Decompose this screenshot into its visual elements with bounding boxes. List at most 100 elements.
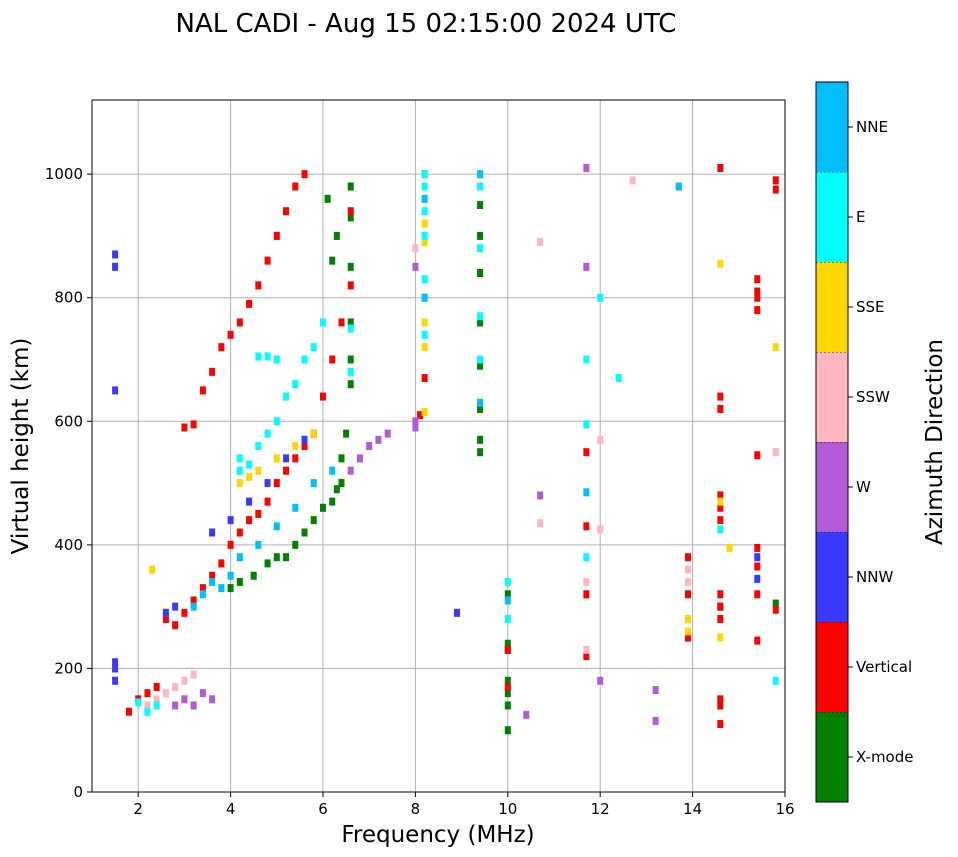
data-point (162, 615, 169, 623)
data-point (477, 269, 484, 277)
data-point (717, 602, 724, 611)
data-point (283, 392, 290, 401)
series-ssw (144, 176, 779, 710)
data-point (236, 479, 243, 488)
data-point (199, 584, 206, 593)
data-point (597, 293, 604, 302)
data-point (199, 386, 206, 395)
data-point (537, 238, 544, 247)
data-point (264, 559, 271, 568)
data-point (684, 590, 691, 599)
data-point (772, 176, 779, 185)
data-point (717, 392, 724, 401)
data-point (615, 374, 622, 383)
data-point (181, 676, 188, 685)
data-point (754, 562, 761, 571)
series-nne (190, 170, 682, 611)
data-point (209, 367, 216, 376)
data-point (112, 676, 119, 685)
data-point (583, 448, 590, 457)
data-point (320, 503, 326, 512)
y-tick-label: 400 (54, 536, 83, 554)
data-point (717, 503, 724, 512)
x-tick-label: 8 (411, 800, 421, 818)
data-point (273, 479, 280, 488)
data-point (347, 466, 354, 475)
data-point (255, 352, 262, 361)
x-axis-label: Frequency (MHz) (341, 822, 534, 848)
data-point (162, 689, 169, 698)
data-point (227, 516, 234, 525)
data-point (153, 695, 160, 704)
data-point (264, 479, 271, 488)
data-point (236, 528, 243, 537)
data-point (421, 219, 428, 228)
data-point (652, 716, 659, 725)
data-point (236, 466, 243, 475)
data-point (684, 627, 691, 636)
data-point (125, 707, 132, 716)
x-tick-label: 6 (318, 800, 328, 818)
data-point (301, 528, 308, 537)
colorbar-swatch-nnw (816, 532, 848, 622)
data-point (412, 262, 419, 271)
data-point (684, 633, 691, 642)
colorbar-swatch-e (816, 172, 848, 262)
data-point (772, 676, 779, 685)
data-point (504, 701, 511, 710)
data-point (329, 466, 336, 475)
data-point (477, 355, 484, 364)
data-point (504, 615, 511, 623)
y-tick-label: 800 (54, 289, 83, 307)
data-point (199, 689, 206, 698)
data-point (255, 540, 262, 549)
data-point (320, 392, 326, 401)
data-point (726, 543, 733, 552)
colorbar-label-nne: NNE (856, 118, 888, 136)
data-point (412, 423, 419, 432)
data-point (717, 590, 724, 599)
data-point (717, 615, 724, 623)
data-point (227, 571, 234, 580)
data-point (684, 615, 691, 623)
colorbar-frame (815, 81, 849, 803)
data-point (477, 182, 484, 191)
data-point (246, 299, 253, 308)
x-tick-label: 2 (133, 800, 143, 818)
data-point (772, 185, 779, 194)
data-point (112, 262, 119, 271)
plot-frame (91, 99, 786, 793)
data-point (504, 726, 511, 735)
data-point (583, 553, 590, 562)
data-point (754, 275, 761, 284)
data-point (209, 528, 216, 537)
data-point (477, 231, 484, 240)
data-point (477, 244, 484, 253)
data-point (477, 448, 484, 457)
colorbar-swatch-nne (816, 82, 848, 172)
data-point (583, 163, 590, 172)
data-point (181, 608, 188, 617)
data-point (273, 231, 280, 240)
data-point (754, 590, 761, 599)
data-point (477, 312, 484, 321)
x-axis-ticks: 2 4 6 8 10 12 14 16 (133, 792, 795, 818)
data-point (717, 701, 724, 710)
colorbar-label-e: E (856, 208, 865, 226)
y-axis-ticks: 0 200 400 600 800 1000 (45, 165, 92, 801)
data-point (347, 281, 354, 290)
data-point (356, 454, 363, 463)
data-point (112, 664, 119, 673)
y-tick-label: 200 (54, 659, 83, 677)
data-point (246, 497, 253, 506)
data-point (421, 182, 428, 191)
data-point (754, 451, 761, 460)
data-point (209, 577, 216, 586)
data-point (754, 636, 761, 645)
plot-area (92, 100, 785, 792)
data-point (717, 695, 724, 704)
data-point (292, 380, 299, 389)
colorbar-label-sse: SSE (856, 298, 885, 316)
colorbar-label: Azimuth Direction (922, 339, 948, 545)
